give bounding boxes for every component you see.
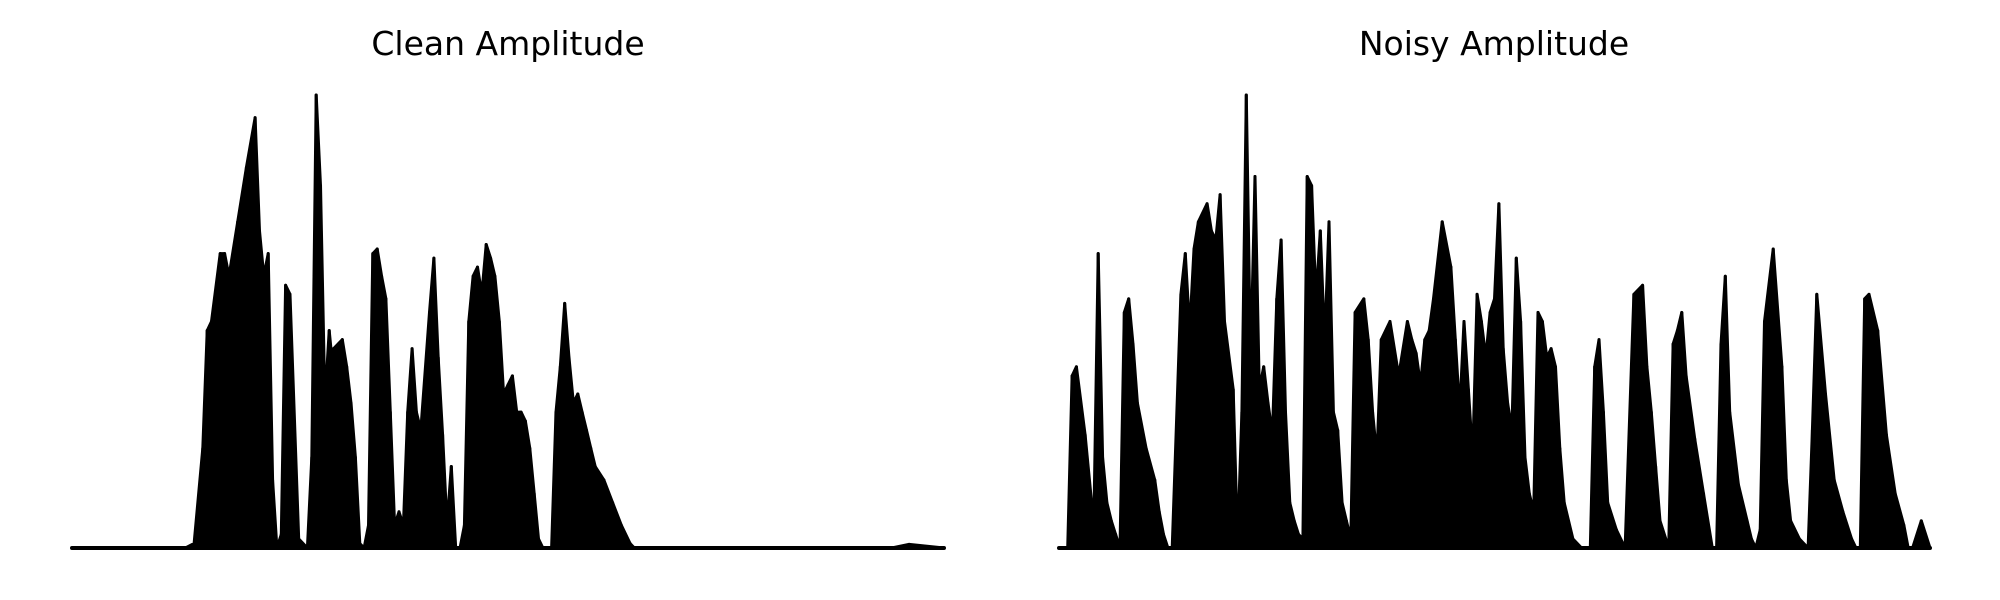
- noisy-amplitude-plot: [1057, 93, 1932, 550]
- clean-amplitude-plot: [70, 93, 946, 550]
- chart-title: Noisy Amplitude: [1358, 24, 1630, 63]
- noisy-amplitude-panel: Noisy Amplitude: [1000, 0, 2000, 600]
- chart-title: Clean Amplitude: [371, 24, 645, 63]
- clean-amplitude-panel: Clean Amplitude: [70, 24, 946, 550]
